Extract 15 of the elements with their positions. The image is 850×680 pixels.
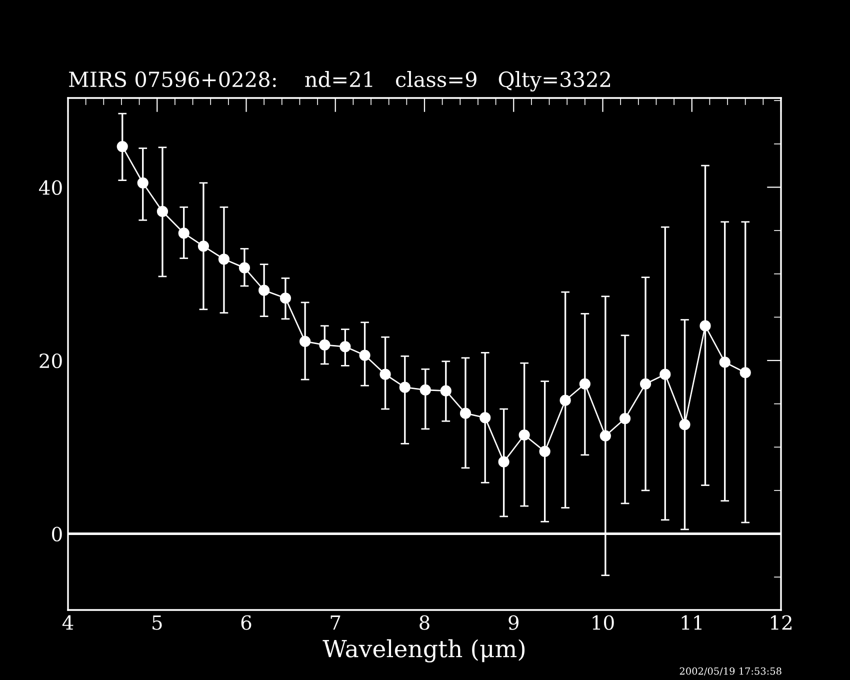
- chart-title: MIRS 07596+0228: nd=21 class=9 Qlty=3322: [69, 71, 610, 92]
- y-tick-label: 40: [38, 180, 62, 195]
- x-tick-label: 7: [330, 615, 340, 630]
- x-tick-label: 6: [241, 615, 252, 630]
- x-tick-label: 5: [152, 615, 162, 630]
- x-tick-label: 9: [508, 615, 518, 630]
- y-tick-label: 20: [40, 353, 62, 368]
- x-axis-title: Wavelength (μm): [322, 639, 525, 662]
- text: 2002/05/19 17:53:58: [680, 667, 782, 676]
- x-tick-label: 10: [592, 615, 614, 630]
- x-tick-label: 12: [771, 615, 792, 630]
- x-tick-label: 8: [420, 615, 430, 630]
- y-tick-label: 0: [52, 526, 62, 542]
- x-tick-label: 4: [62, 615, 74, 630]
- x-tick-label: 11: [682, 615, 702, 630]
